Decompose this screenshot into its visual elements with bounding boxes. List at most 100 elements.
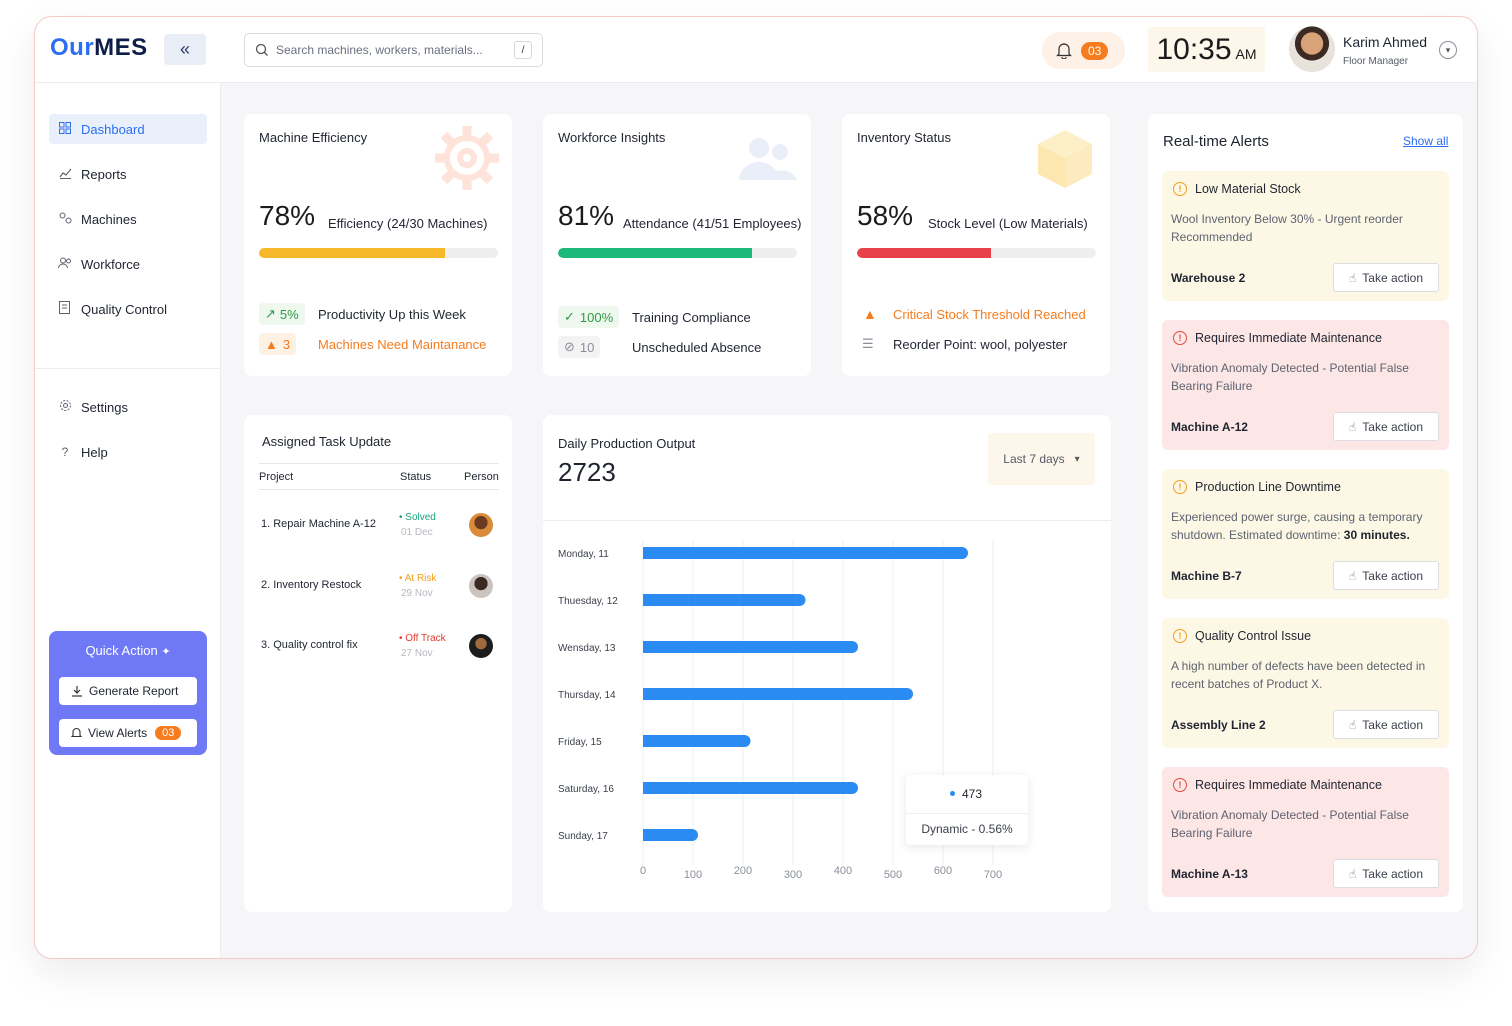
app-logo[interactable]: OurMES xyxy=(50,34,148,62)
bar[interactable] xyxy=(643,641,858,653)
sidebar-item-settings[interactable]: Settings xyxy=(49,392,207,422)
table-row[interactable]: 1. Repair Machine A-12 • Solved 01 Dec xyxy=(244,512,512,552)
generate-report-label: Generate Report xyxy=(89,684,179,698)
quick-action-title-text: Quick Action xyxy=(85,643,158,658)
task-status-text: At Risk xyxy=(404,573,437,584)
machine-icon xyxy=(57,212,73,227)
alert-circle-icon: ! xyxy=(1173,331,1187,345)
collapse-sidebar-button[interactable]: « xyxy=(164,34,206,65)
alert-description: Wool Inventory Below 30% - Urgent reorde… xyxy=(1171,210,1441,246)
maintenance-text[interactable]: Machines Need Maintanance xyxy=(318,337,487,352)
notification-count-badge: 03 xyxy=(1081,41,1109,60)
chevron-down-icon: ▾ xyxy=(1074,453,1080,465)
tooltip-text: Dynamic - 0.56% xyxy=(921,822,1013,836)
task-project: 3. Quality control fix xyxy=(261,639,358,651)
hand-pointer-icon: ☝ xyxy=(1348,419,1357,434)
alert-location: Assembly Line 2 xyxy=(1171,718,1266,732)
training-badge-value: 100% xyxy=(579,309,614,325)
x-tick-label: 700 xyxy=(984,869,1002,881)
absence-badge: ⊘ 10 xyxy=(558,336,601,358)
card-title: Daily Production Output xyxy=(558,436,696,451)
bar[interactable] xyxy=(643,547,968,559)
sidebar-item-help[interactable]: ? Help xyxy=(49,437,207,467)
bar[interactable] xyxy=(643,594,806,606)
take-action-button[interactable]: ☝ Take action xyxy=(1333,710,1439,739)
task-status: • Off Track xyxy=(399,633,446,644)
take-action-button[interactable]: ☝ Take action xyxy=(1333,412,1439,441)
alert-circle-icon: ! xyxy=(1173,480,1187,494)
alert-item: ! Production Line Downtime Experienced pow… xyxy=(1162,469,1449,599)
gear-icon xyxy=(57,399,73,415)
bar[interactable] xyxy=(643,829,698,841)
user-name: Karim Ahmed xyxy=(1343,34,1428,50)
col-project-header: Project xyxy=(259,471,294,483)
take-action-button[interactable]: ☝ Take action xyxy=(1333,561,1439,590)
alert-location: Machine A-13 xyxy=(1171,867,1248,881)
attendance-progress-bar xyxy=(558,248,797,258)
x-tick-label: 600 xyxy=(934,865,952,877)
bar[interactable] xyxy=(643,782,858,794)
alert-desc-text: A high number of defects have been detec… xyxy=(1171,659,1426,691)
table-row[interactable]: 2. Inventory Restock • At Risk 29 Nov xyxy=(244,573,512,613)
alert-desc-text: Vibration Anomaly Detected - Potential F… xyxy=(1171,361,1409,393)
alert-description: Experienced power surge, causing a tempo… xyxy=(1171,508,1441,544)
sidebar-item-quality-control[interactable]: Quality Control xyxy=(49,294,207,324)
sidebar-item-label: Settings xyxy=(81,399,128,415)
gear-icon xyxy=(435,126,499,190)
alerts-title: Real-time Alerts xyxy=(1163,133,1269,150)
bar-left-edge xyxy=(643,735,651,747)
alert-desc-text: Vibration Anomaly Detected - Potential F… xyxy=(1171,808,1409,840)
take-action-button[interactable]: ☝ Take action xyxy=(1333,263,1439,292)
users-icon xyxy=(57,257,73,272)
y-category-label: Monday, 11 xyxy=(558,549,609,560)
bar[interactable] xyxy=(643,735,751,747)
chart-tooltip: 473 Dynamic - 0.56% xyxy=(906,775,1028,845)
generate-report-button[interactable]: Generate Report xyxy=(59,677,197,705)
bar[interactable] xyxy=(643,688,913,700)
date-range-dropdown[interactable]: Last 7 days ▾ xyxy=(988,433,1095,485)
top-bar: OurMES « / 03 10:35 AM Karim Ahmed Floor… xyxy=(35,17,1477,83)
user-menu-chevron-icon[interactable]: ▾ xyxy=(1439,41,1457,59)
alert-item: ! Requires Immediate Maintenance Vibration… xyxy=(1162,767,1449,897)
tooltip-divider xyxy=(906,813,1028,814)
y-category-label: Saturday, 16 xyxy=(558,784,614,795)
search-input[interactable] xyxy=(276,43,514,57)
card-title: Assigned Task Update xyxy=(262,434,392,449)
alert-description: Vibration Anomaly Detected - Potential F… xyxy=(1171,359,1441,395)
users-icon xyxy=(739,138,797,180)
table-row[interactable]: 3. Quality control fix • Off Track 27 No… xyxy=(244,633,512,673)
search-box[interactable]: / xyxy=(244,33,543,67)
alert-title: Requires Immediate Maintenance xyxy=(1195,331,1382,345)
x-tick-label: 0 xyxy=(640,865,646,877)
alert-location: Machine A-12 xyxy=(1171,420,1248,434)
sidebar-divider xyxy=(35,368,221,369)
avatar[interactable] xyxy=(469,634,493,658)
date-range-label: Last 7 days xyxy=(1003,452,1065,466)
double-chevron-left-icon: « xyxy=(179,39,190,59)
box-icon xyxy=(1038,130,1092,188)
critical-stock-text[interactable]: Critical Stock Threshold Reached xyxy=(893,307,1086,322)
user-avatar[interactable] xyxy=(1289,26,1335,72)
take-action-label: Take action xyxy=(1362,568,1423,583)
sidebar-item-dashboard[interactable]: Dashboard xyxy=(49,114,207,144)
sidebar: Dashboard Reports Machines Workforce Qua… xyxy=(35,83,221,958)
sidebar-item-reports[interactable]: Reports xyxy=(49,159,207,189)
view-alerts-button[interactable]: View Alerts 03 xyxy=(59,719,197,747)
alert-desc-text: Wool Inventory Below 30% - Urgent reorde… xyxy=(1171,212,1403,244)
sidebar-item-workforce[interactable]: Workforce xyxy=(49,249,207,279)
bell-icon xyxy=(71,727,82,738)
avatar[interactable] xyxy=(469,574,493,598)
take-action-label: Take action xyxy=(1362,270,1423,285)
sidebar-item-label: Quality Control xyxy=(81,301,167,317)
y-category-label: Thuesday, 12 xyxy=(558,596,618,607)
take-action-button[interactable]: ☝ Take action xyxy=(1333,859,1439,888)
notifications-button[interactable]: 03 xyxy=(1042,32,1125,69)
sidebar-item-machines[interactable]: Machines xyxy=(49,204,207,234)
show-all-link[interactable]: Show all xyxy=(1403,134,1449,148)
avatar[interactable] xyxy=(469,513,493,537)
chart-divider xyxy=(543,520,1111,521)
task-date: 27 Nov xyxy=(401,648,433,659)
take-action-label: Take action xyxy=(1362,866,1423,881)
sparkle-icon: ✦ xyxy=(161,646,171,658)
warning-icon: ▲ xyxy=(863,306,877,322)
